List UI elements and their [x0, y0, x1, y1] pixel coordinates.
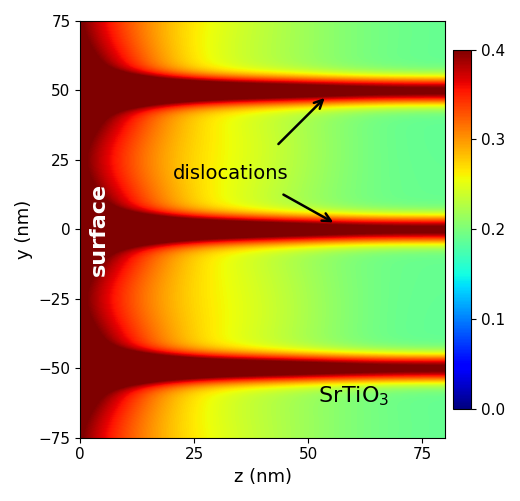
Text: dislocations: dislocations: [173, 164, 289, 183]
Y-axis label: y (nm): y (nm): [15, 200, 33, 259]
Text: surface: surface: [88, 183, 109, 276]
Text: SrTiO$_3$: SrTiO$_3$: [318, 384, 389, 408]
X-axis label: z (nm): z (nm): [234, 468, 292, 486]
